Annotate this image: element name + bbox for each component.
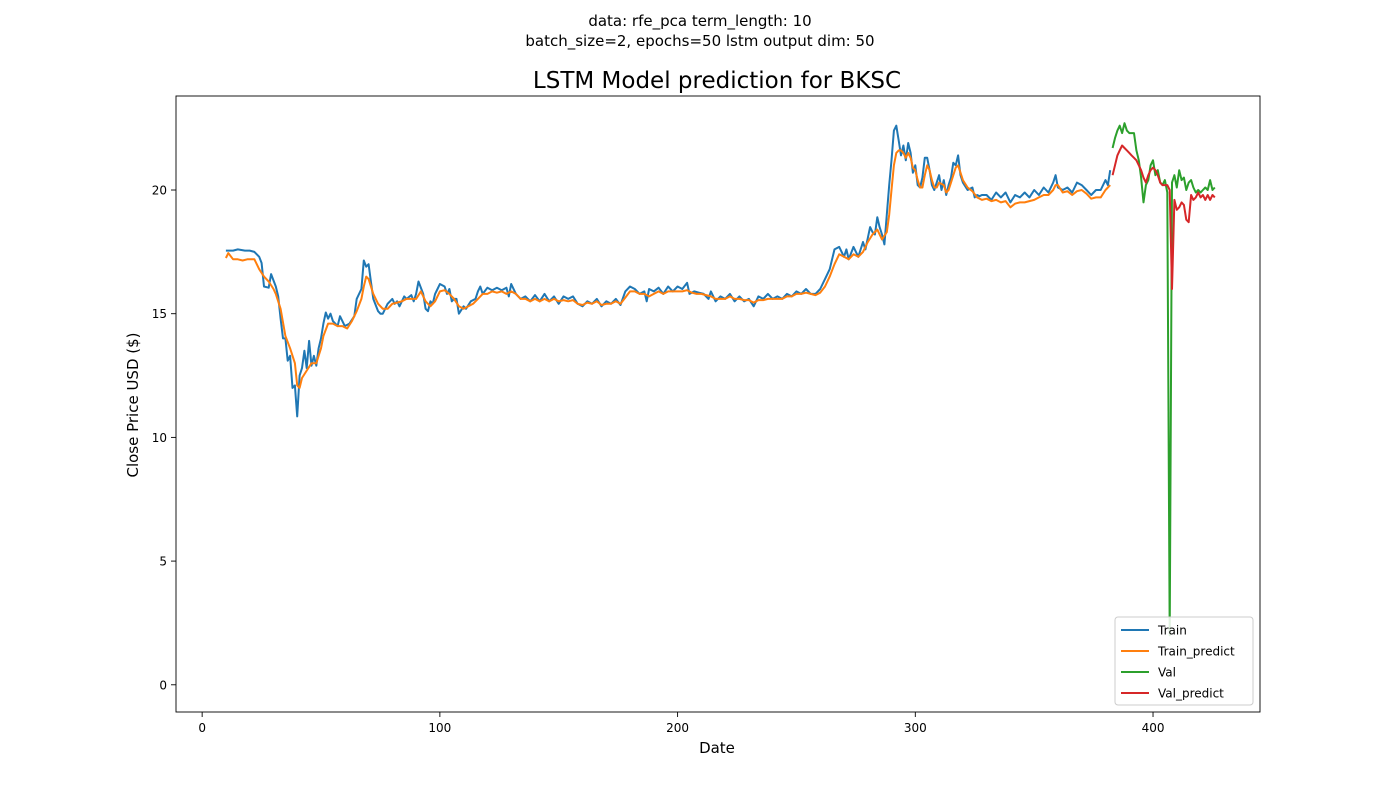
series-line-train bbox=[225, 124, 1112, 418]
y-tick-label: 20 bbox=[152, 184, 167, 198]
y-tick-label: 15 bbox=[152, 307, 167, 321]
plot-lines bbox=[225, 122, 1216, 637]
y-axis-label: Close Price USD ($) bbox=[124, 332, 142, 477]
x-tick-label: 0 bbox=[198, 721, 206, 735]
legend-label: Train bbox=[1157, 624, 1187, 638]
y-tick-label: 5 bbox=[159, 555, 167, 569]
y-tick-label: 10 bbox=[152, 431, 167, 445]
legend-label: Val bbox=[1158, 666, 1176, 680]
series-line-val-predict bbox=[1111, 144, 1216, 290]
x-tick-label: 100 bbox=[428, 721, 451, 735]
legend: Train Train_predict Val Val_predict bbox=[1114, 616, 1254, 706]
x-axis-label: Date bbox=[699, 739, 735, 757]
suptitle-line-1: data: rfe_pca term_length: 10 bbox=[588, 12, 812, 30]
plot-frame bbox=[175, 95, 1261, 713]
legend-label: Train_predict bbox=[1157, 645, 1235, 659]
x-tick-label: 300 bbox=[904, 721, 927, 735]
suptitle-line-2: batch_size=2, epochs=50 lstm output dim:… bbox=[525, 32, 875, 50]
y-axis-ticks: 0 5 10 15 20 bbox=[152, 184, 176, 692]
legend-label: Val_predict bbox=[1158, 687, 1224, 701]
series-line-val bbox=[1111, 122, 1216, 637]
x-axis-ticks: 0 100 200 300 400 bbox=[198, 712, 1164, 735]
series-line-train-predict bbox=[225, 149, 1111, 389]
legend-box bbox=[1114, 616, 1254, 706]
chart-title: LSTM Model prediction for BKSC bbox=[533, 68, 901, 94]
y-tick-label: 0 bbox=[159, 678, 167, 692]
x-tick-label: 400 bbox=[1142, 721, 1165, 735]
x-tick-label: 200 bbox=[666, 721, 689, 735]
